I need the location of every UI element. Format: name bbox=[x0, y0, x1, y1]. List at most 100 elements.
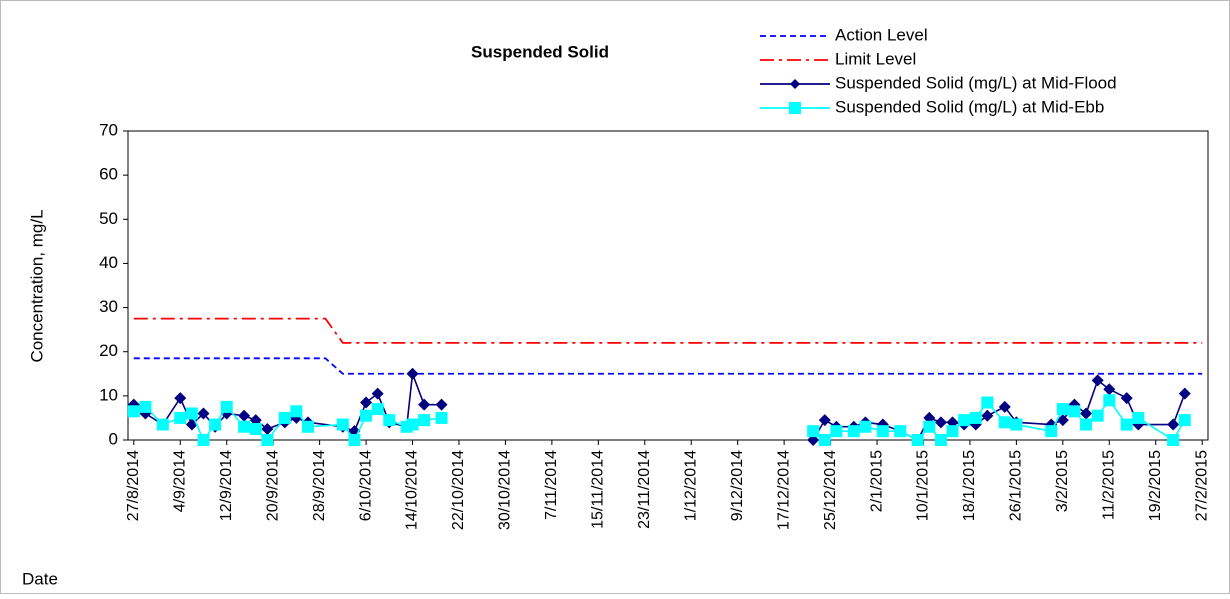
ebb-marker bbox=[383, 414, 396, 427]
series-line bbox=[133, 357, 1203, 375]
ebb-marker bbox=[435, 411, 448, 424]
y-axis-label: Concentration, mg/L bbox=[27, 209, 46, 362]
flood-marker bbox=[435, 398, 448, 411]
x-tick-label: 6/10/2014 bbox=[357, 450, 374, 521]
ebb-marker bbox=[876, 425, 889, 438]
chart-title: Suspended Solid bbox=[471, 42, 609, 61]
ebb-marker bbox=[406, 418, 419, 431]
x-tick-label: 17/12/2014 bbox=[775, 450, 792, 530]
flood-marker bbox=[418, 398, 431, 411]
flood-marker bbox=[1167, 418, 1180, 431]
ebb-marker bbox=[1056, 403, 1069, 416]
ebb-marker bbox=[418, 414, 431, 427]
ebb-marker bbox=[249, 422, 262, 435]
x-tick-label: 2/1/2015 bbox=[868, 450, 885, 512]
ebb-marker bbox=[946, 425, 959, 438]
flood-marker bbox=[197, 407, 210, 420]
ebb-marker bbox=[958, 414, 971, 427]
y-tick-label: 50 bbox=[99, 209, 118, 228]
ebb-marker bbox=[1068, 405, 1081, 418]
x-tick-label: 20/9/2014 bbox=[264, 450, 281, 521]
ebb-marker bbox=[981, 396, 994, 409]
y-tick-label: 70 bbox=[99, 120, 118, 139]
flood-marker bbox=[934, 416, 947, 429]
ebb-marker bbox=[818, 434, 831, 446]
ebb-marker bbox=[1080, 418, 1093, 431]
x-tick-label: 15/11/2014 bbox=[590, 450, 607, 529]
x-tick-label: 27/2/2015 bbox=[1193, 450, 1210, 521]
flood-marker bbox=[1103, 383, 1116, 396]
ebb-marker bbox=[197, 434, 210, 446]
ebb-marker bbox=[807, 425, 820, 438]
x-tick-label: 23/11/2014 bbox=[636, 450, 653, 529]
y-tick-label: 30 bbox=[99, 297, 118, 316]
ebb-marker bbox=[1103, 394, 1116, 407]
x-tick-label: 10/1/2015 bbox=[915, 450, 932, 521]
legend-label: Suspended Solid (mg/L) at Mid-Ebb bbox=[835, 97, 1104, 116]
flood-marker bbox=[261, 422, 274, 435]
ebb-marker bbox=[261, 434, 274, 446]
ebb-marker bbox=[348, 434, 361, 446]
flood-marker bbox=[1178, 387, 1191, 400]
ebb-marker bbox=[1178, 414, 1191, 427]
ebb-marker bbox=[302, 420, 314, 433]
x-tick-label: 14/10/2014 bbox=[404, 450, 421, 530]
ebb-marker bbox=[156, 418, 169, 431]
ebb-marker bbox=[290, 405, 303, 418]
flood-marker bbox=[360, 396, 373, 409]
ebb-marker bbox=[185, 407, 198, 420]
ebb-marker bbox=[1045, 425, 1058, 438]
ebb-marker bbox=[830, 425, 843, 438]
ebb-marker bbox=[139, 400, 152, 413]
flood-marker bbox=[1056, 414, 1069, 427]
x-tick-label: 28/9/2014 bbox=[311, 450, 328, 521]
flood-marker bbox=[1091, 374, 1104, 387]
ebb-marker bbox=[847, 425, 860, 438]
ebb-marker bbox=[238, 420, 251, 433]
ebb-marker bbox=[1167, 434, 1180, 446]
ebb-marker bbox=[923, 420, 936, 433]
flood-marker bbox=[818, 414, 831, 427]
ebb-marker bbox=[969, 411, 982, 424]
x-axis-label: Date bbox=[22, 569, 58, 588]
ebb-marker bbox=[1120, 418, 1133, 431]
legend-label: Limit Level bbox=[835, 49, 916, 68]
x-tick-label: 25/12/2014 bbox=[822, 450, 839, 530]
x-tick-label: 7/11/2014 bbox=[543, 450, 560, 520]
ebb-marker bbox=[1010, 418, 1023, 431]
y-tick-label: 20 bbox=[99, 341, 118, 360]
ebb-marker bbox=[911, 434, 924, 446]
flood-marker bbox=[371, 387, 384, 400]
ebb-marker bbox=[934, 434, 947, 446]
x-tick-label: 22/10/2014 bbox=[450, 450, 467, 530]
flood-marker bbox=[238, 409, 251, 422]
x-tick-label: 9/12/2014 bbox=[729, 450, 746, 521]
flood-marker bbox=[998, 400, 1011, 413]
x-tick-label: 19/2/2015 bbox=[1147, 450, 1164, 521]
x-tick-label: 12/9/2014 bbox=[218, 450, 235, 521]
legend-marker bbox=[790, 79, 800, 89]
legend-marker bbox=[789, 102, 801, 114]
ebb-marker bbox=[127, 405, 140, 418]
y-tick-label: 0 bbox=[109, 429, 118, 448]
ebb-marker bbox=[998, 416, 1011, 429]
ebb-marker bbox=[336, 418, 349, 431]
legend-label: Suspended Solid (mg/L) at Mid-Flood bbox=[835, 73, 1117, 92]
ebb-marker bbox=[278, 411, 291, 424]
y-tick-label: 10 bbox=[99, 385, 118, 404]
ebb-marker bbox=[371, 403, 384, 416]
x-tick-label: 30/10/2014 bbox=[497, 450, 514, 530]
ebb-marker bbox=[220, 400, 233, 413]
plot-area bbox=[127, 130, 1209, 441]
x-tick-label: 1/12/2014 bbox=[682, 450, 699, 521]
flood-marker bbox=[1120, 392, 1133, 405]
x-tick-label: 18/1/2015 bbox=[961, 450, 978, 521]
flood-marker bbox=[174, 392, 187, 405]
ebb-marker bbox=[209, 418, 222, 431]
legend-label: Action Level bbox=[835, 25, 928, 44]
flood-marker bbox=[981, 409, 994, 422]
y-tick-label: 60 bbox=[99, 165, 118, 184]
ebb-marker bbox=[1132, 411, 1145, 424]
